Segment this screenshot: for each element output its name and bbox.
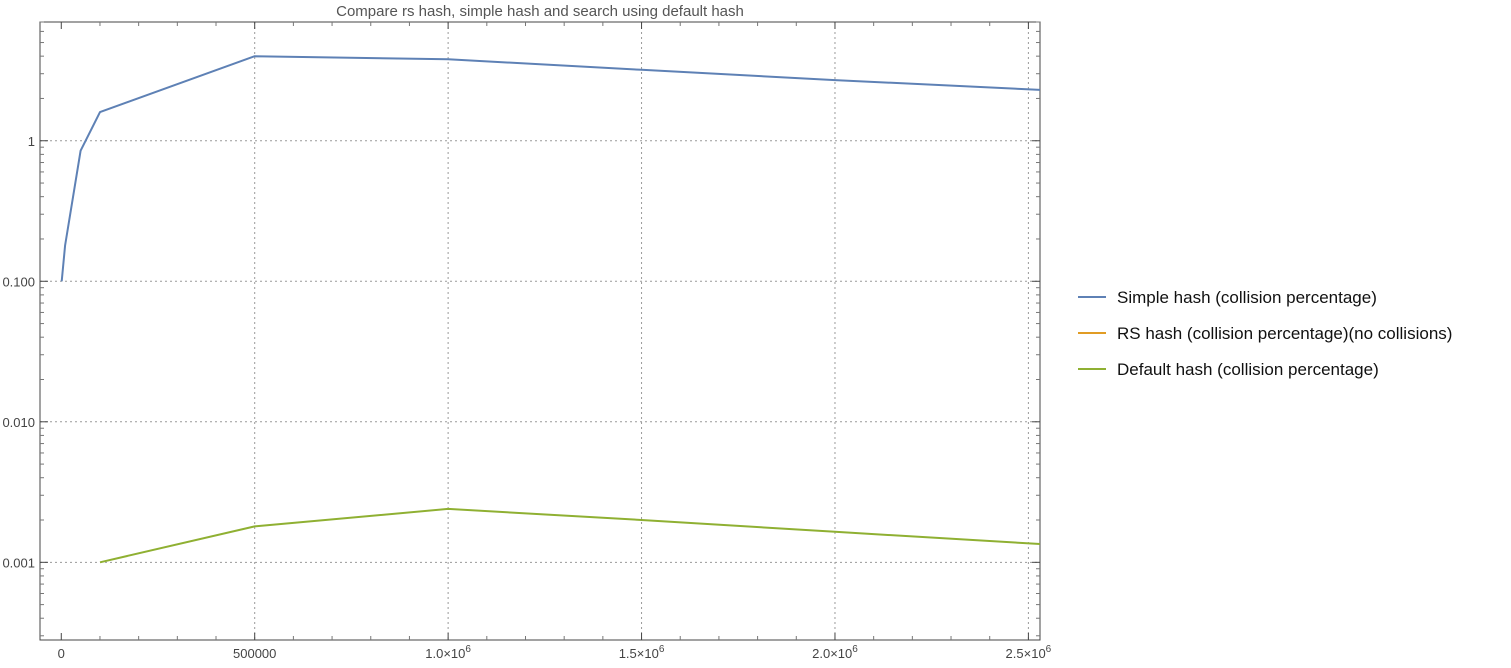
x-tick-label: 2.5×106 — [1006, 644, 1052, 661]
y-tick-label: 1 — [28, 134, 35, 149]
series-line-1 — [60, 55, 1041, 282]
legend: Simple hash (collision percentage) RS has… — [1078, 288, 1452, 379]
series-line-3 — [99, 507, 1041, 564]
legend-label-1: Simple hash (collision percentage) — [1117, 288, 1377, 307]
legend-label-3: Default hash (collision percentage) — [1117, 360, 1379, 379]
y-tick-label: 0.001 — [2, 555, 35, 570]
legend-label-2: RS hash (collision percentage)(no collis… — [1117, 324, 1452, 343]
y-tick-labels: 0.001 0.010 0.100 1 — [2, 134, 35, 571]
x-tick-label: 500000 — [233, 646, 276, 661]
axis-ticks — [40, 21, 1040, 640]
x-tick-label: 1.0×106 — [425, 644, 471, 661]
series-lines — [60, 55, 1041, 564]
plot-frame — [39, 21, 1041, 641]
y-tick-label: 0.100 — [2, 274, 35, 289]
y-tick-label: 0.010 — [2, 415, 35, 430]
x-tick-label: 0 — [58, 646, 65, 661]
chart-title: Compare rs hash, simple hash and search … — [336, 3, 744, 20]
grid — [40, 22, 1040, 640]
x-tick-label: 2.0×106 — [812, 644, 858, 661]
x-tick-labels: 0 500000 1.0×106 1.5×106 2.0×106 2.5×106 — [58, 644, 1052, 661]
x-tick-label: 1.5×106 — [619, 644, 665, 661]
